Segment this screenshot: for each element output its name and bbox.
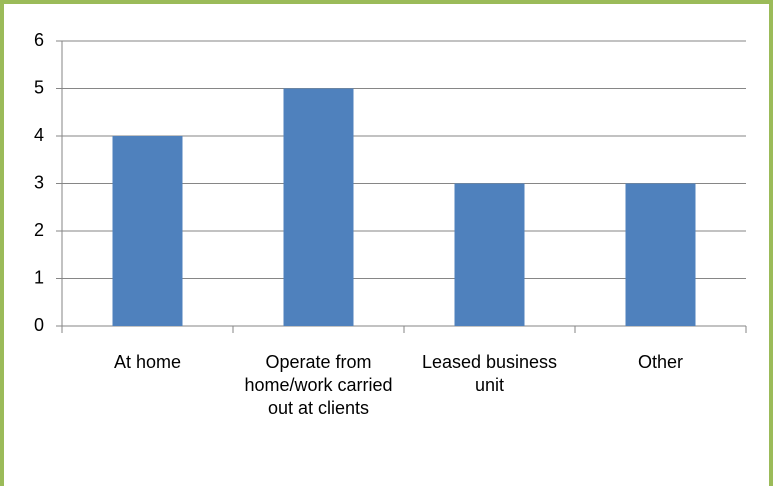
y-tick-label: 2 — [34, 220, 44, 240]
y-tick-label: 0 — [34, 315, 44, 335]
y-tick-label: 6 — [34, 30, 44, 50]
y-tick-label: 5 — [34, 77, 44, 97]
bar — [112, 136, 183, 326]
bar — [283, 88, 354, 326]
x-tick-label: At home — [113, 352, 182, 372]
y-tick-label: 4 — [34, 125, 44, 145]
chart: 0 1 2 3 4 5 6 — [34, 30, 747, 335]
y-tick-label: 3 — [34, 172, 44, 192]
y-tick-label: 1 — [34, 267, 44, 287]
x-tick-label: Operate from home/work carried out at cl… — [244, 352, 393, 418]
x-tick-label: Other — [637, 352, 684, 372]
bar — [454, 183, 525, 326]
bar — [625, 183, 696, 326]
x-tick-label: Leased business unit — [421, 352, 558, 395]
